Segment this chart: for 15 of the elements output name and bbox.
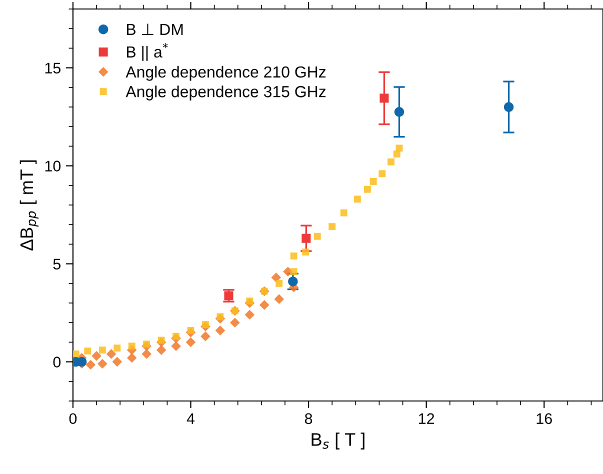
legend-label: Angle dependence 315 GHz	[126, 86, 326, 100]
x-tick-label: 16	[536, 413, 552, 424]
x-tick-label: 0	[69, 413, 77, 424]
y-tick-label: 15	[45, 62, 61, 74]
x-axis-title: B$_{s}$ [ T ]	[312, 432, 364, 450]
x-tick-label: 12	[418, 413, 434, 424]
y-tick-label: 0	[53, 356, 61, 368]
y-axis-title: ΔB$_{pp}$ [ mT ]	[20, 160, 39, 251]
x-tick-label: 4	[186, 413, 195, 424]
y-tick-label: 5	[53, 258, 61, 270]
legend-label: Angle dependence 210 GHz	[126, 66, 326, 81]
y-tick-label: 10	[45, 160, 61, 172]
legend-label: B || a$^{*}$	[126, 43, 168, 61]
x-tick-label: 8	[304, 413, 312, 424]
legend-label: B ⊥ DM	[126, 24, 183, 35]
